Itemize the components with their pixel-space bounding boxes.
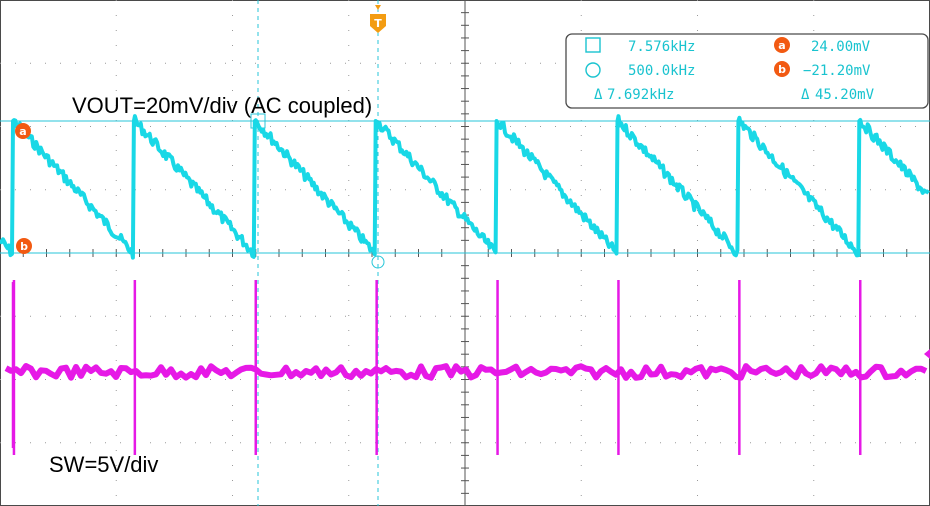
measurement-readout: 7.576kHz 500.0kHz Δ 7.692kHz a b 24.00mV… [565,33,929,109]
cursor-b-left-icon [16,238,32,254]
delta-time-value: 7.692kHz [607,87,674,103]
cursor-b-letter: b [778,63,786,76]
cursor-a-marker: a [15,123,31,139]
cursor-b-icon [774,61,790,77]
cursor-a-left-icon [15,123,31,139]
trigger-letter: T [374,17,382,30]
vout-channel-label: VOUT=20mV/div (AC coupled) [72,93,372,118]
time-cursor-2-value: 500.0kHz [628,63,695,79]
cursor-a-value: 24.00mV [811,39,871,55]
cursor-b-value: −21.20mV [803,63,871,79]
time-cursor-1-value: 7.576kHz [628,39,695,55]
square-cursor-icon [585,37,601,53]
sw-ground-marker-icon [924,349,930,359]
delta-level-value: 45.20mV [815,87,875,103]
readout-box [565,33,929,109]
sw-channel-label: SW=5V/div [49,452,158,477]
trigger-marker: T [370,5,386,33]
cursor-a-letter: a [778,39,785,52]
trigger-arrow-icon [375,5,381,10]
cursor-b-left-letter: b [20,240,28,253]
vout-trace [0,114,930,260]
cursor-b-marker: b [16,238,32,254]
trigger-flag-icon [370,14,386,33]
delta-level-symbol: Δ [801,87,810,103]
delta-time-symbol: Δ [594,87,603,103]
circle-cursor-icon [585,62,601,78]
sw-trace [4,363,928,381]
trace-layer [0,114,930,455]
cursor-a-left-letter: a [19,125,26,138]
cursor-a-icon [774,37,790,53]
time-cursor-2-circle-icon [371,255,385,269]
